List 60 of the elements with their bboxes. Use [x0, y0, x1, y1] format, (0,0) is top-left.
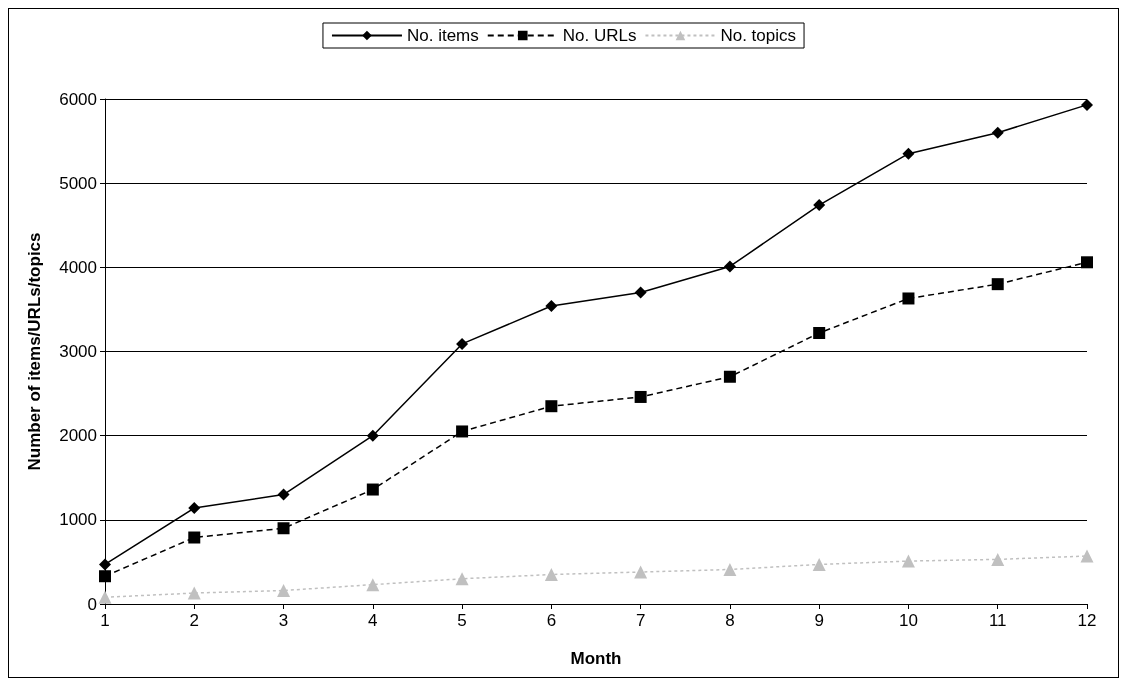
point — [187, 586, 201, 600]
x-axis-title: Month — [570, 649, 622, 668]
x-tick-label: 5 — [457, 611, 467, 630]
point — [455, 572, 469, 586]
legend-label: No. topics — [720, 26, 797, 45]
x-tick-label: 8 — [725, 611, 735, 630]
y-tick-label: 1000 — [59, 510, 97, 530]
point — [99, 570, 111, 583]
y-tick-label: 2000 — [59, 426, 97, 446]
point — [456, 337, 469, 350]
x-tick-label: 10 — [898, 611, 918, 630]
point — [1080, 549, 1094, 563]
point — [812, 557, 826, 571]
y-tick-label: 0 — [87, 594, 97, 614]
point — [277, 522, 290, 535]
point — [902, 292, 915, 305]
point — [634, 286, 647, 299]
y-axis-title: Number of items/URLs/topics — [25, 232, 44, 471]
point — [188, 502, 201, 515]
x-tick-label: 1 — [100, 611, 110, 630]
point — [277, 584, 291, 598]
x-tick-label: 11 — [988, 611, 1007, 630]
legend-label: No. URLs — [562, 26, 637, 45]
point — [1081, 98, 1093, 111]
point — [545, 300, 558, 313]
point — [991, 126, 1004, 139]
x-tick-label: 7 — [635, 611, 646, 630]
point — [98, 590, 112, 604]
y-tick-label: 3000 — [59, 342, 97, 361]
y-tick-label: 6000 — [59, 89, 97, 109]
x-tick-label: 12 — [1077, 611, 1097, 630]
point — [991, 552, 1005, 566]
point — [545, 400, 558, 413]
point — [991, 278, 1004, 291]
point — [544, 568, 558, 582]
point — [813, 199, 826, 212]
point — [366, 578, 380, 592]
x-tick-label: 9 — [814, 611, 824, 630]
point — [99, 558, 111, 571]
point — [634, 565, 648, 579]
point — [901, 554, 915, 568]
point — [456, 425, 469, 438]
point — [366, 483, 379, 496]
point — [723, 370, 736, 383]
y-tick-label: 4000 — [59, 257, 97, 277]
x-tick-label: 3 — [278, 611, 289, 630]
point — [634, 390, 647, 403]
y-tick-label: 5000 — [59, 173, 97, 193]
point — [813, 326, 826, 339]
point — [723, 260, 736, 273]
point — [188, 531, 201, 544]
point — [1081, 256, 1093, 269]
x-tick-label: 2 — [189, 611, 200, 630]
x-tick-label: 4 — [368, 611, 378, 630]
point — [366, 429, 379, 442]
point — [902, 147, 915, 160]
legend-label: No. items — [406, 26, 479, 45]
point — [723, 562, 737, 576]
x-tick-label: 6 — [546, 611, 557, 630]
point — [277, 488, 290, 501]
